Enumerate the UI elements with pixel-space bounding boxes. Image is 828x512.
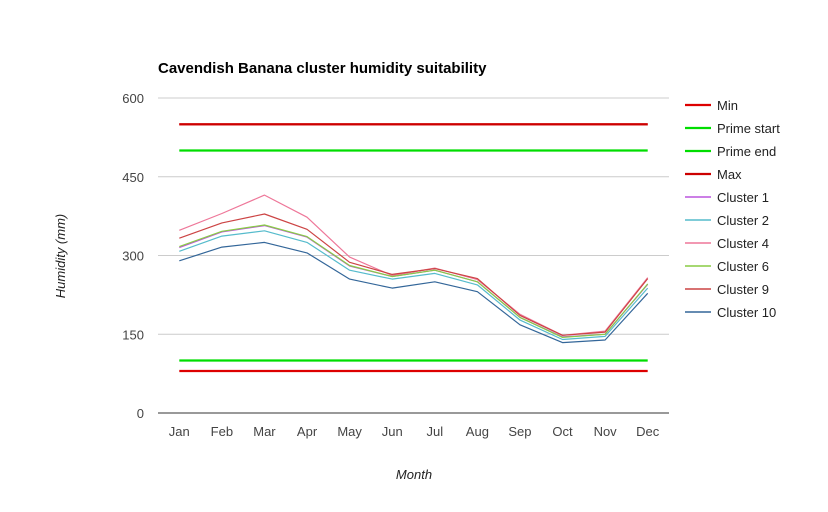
legend-label: Max — [717, 167, 742, 182]
x-axis-title: Month — [396, 467, 432, 482]
x-tick-label: Aug — [466, 424, 489, 439]
legend-label: Cluster 9 — [717, 282, 769, 297]
legend-label: Prime end — [717, 144, 776, 159]
legend: Min Prime start Prime end Max Cluster 1 Clust… — [685, 98, 780, 320]
gridlines — [158, 97, 669, 335]
x-tick-label: Feb — [211, 424, 233, 439]
y-axis-title: Humidity (mm) — [53, 214, 68, 299]
legend-label: Min — [717, 98, 738, 113]
series-line-6 — [179, 194, 649, 336]
y-tick-label: 300 — [122, 249, 144, 264]
x-tick-label: Apr — [297, 424, 318, 439]
legend-label: Cluster 4 — [717, 236, 769, 251]
x-tick-label: Sep — [508, 424, 531, 439]
x-tick-label: Mar — [253, 424, 276, 439]
series-line-4 — [179, 225, 649, 338]
y-tick-label: 450 — [122, 170, 144, 185]
y-axis-ticks: 0 150 300 450 600 — [122, 91, 144, 421]
y-tick-label: 150 — [122, 327, 144, 342]
series-line-9 — [179, 241, 649, 344]
y-tick-label: 600 — [122, 91, 144, 106]
legend-label: Cluster 1 — [717, 190, 769, 205]
series-lines — [179, 123, 649, 373]
chart-title: Cavendish Banana cluster humidity suitab… — [158, 60, 487, 77]
series-line-5 — [179, 230, 649, 341]
x-tick-label: Jan — [169, 424, 190, 439]
series-line-8 — [179, 213, 649, 336]
x-tick-label: Nov — [594, 424, 618, 439]
x-tick-label: Oct — [552, 424, 573, 439]
x-tick-label: Jul — [426, 424, 443, 439]
x-tick-label: May — [337, 424, 362, 439]
x-tick-label: Jun — [382, 424, 403, 439]
y-tick-label: 0 — [137, 406, 144, 421]
series-line-7 — [179, 224, 649, 338]
legend-label: Cluster 6 — [717, 259, 769, 274]
legend-label: Cluster 2 — [717, 213, 769, 228]
legend-label: Cluster 10 — [717, 305, 776, 320]
x-axis-ticks: Jan Feb Mar Apr May Jun Jul Aug Sep Oct Nov Dec — [169, 424, 660, 439]
legend-label: Prime start — [717, 121, 780, 136]
x-tick-label: Dec — [636, 424, 660, 439]
